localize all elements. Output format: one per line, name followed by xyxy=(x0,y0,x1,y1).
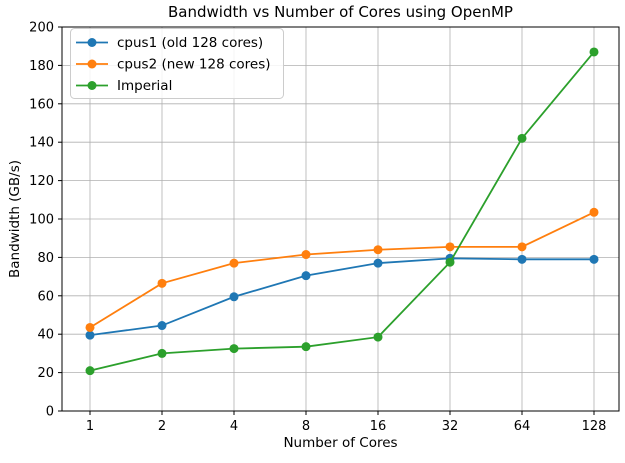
data-point xyxy=(301,250,311,260)
data-point xyxy=(157,321,167,331)
y-tick-label: 80 xyxy=(37,251,54,266)
data-point xyxy=(85,330,95,340)
x-tick-label: 2 xyxy=(158,419,166,434)
y-tick-label: 100 xyxy=(29,213,54,228)
data-point xyxy=(373,245,383,255)
data-point xyxy=(301,271,311,281)
x-axis-label: Number of Cores xyxy=(283,435,398,451)
data-point xyxy=(589,207,599,217)
y-tick-label: 180 xyxy=(29,59,54,74)
data-point xyxy=(517,242,527,252)
x-tick-label: 64 xyxy=(514,419,531,434)
legend-marker xyxy=(87,59,97,69)
x-tick-label: 128 xyxy=(582,419,607,434)
data-point xyxy=(445,257,455,267)
x-tick-label: 4 xyxy=(230,419,238,434)
y-tick-label: 60 xyxy=(37,289,54,304)
data-point xyxy=(373,258,383,268)
legend: cpus1 (old 128 cores) cpus2 (new 128 core… xyxy=(70,28,284,99)
y-tick-label: 0 xyxy=(46,405,54,420)
data-point xyxy=(229,292,239,302)
data-point xyxy=(445,242,455,252)
y-axis-label: Bandwidth (GB/s) xyxy=(7,160,23,278)
legend-marker xyxy=(87,81,97,90)
chart-title: Bandwidth vs Number of Cores using OpenM… xyxy=(168,3,513,21)
data-point xyxy=(589,47,599,57)
x-tick-label: 16 xyxy=(370,419,387,434)
data-point xyxy=(85,322,95,332)
legend-label: Imperial xyxy=(117,78,172,94)
series-cpus2 xyxy=(85,207,599,332)
x-tick-label: 1 xyxy=(86,419,94,434)
data-point xyxy=(517,133,527,143)
series-line xyxy=(89,51,595,372)
series-line xyxy=(89,211,595,329)
y-tick-label: 140 xyxy=(29,136,54,151)
data-point xyxy=(229,258,239,268)
legend-marker xyxy=(87,38,97,47)
y-tick-label: 40 xyxy=(37,328,54,343)
y-tick-label: 160 xyxy=(29,97,54,112)
y-tick-label: 200 xyxy=(29,21,54,36)
data-point xyxy=(301,342,311,352)
x-tick-label: 32 xyxy=(442,419,459,434)
legend-label: cpus1 (old 128 cores) xyxy=(117,35,263,51)
y-tick-label: 120 xyxy=(29,174,54,189)
series-Imperial xyxy=(85,47,599,376)
data-point xyxy=(229,344,239,354)
data-point xyxy=(85,366,95,376)
data-point xyxy=(589,254,599,264)
data-point xyxy=(157,278,167,288)
y-tick-label: 20 xyxy=(37,366,54,381)
axes: 0 20 40 60 80 100 120 140 160 180 200 1 2 4 8 16 32 64 128 xyxy=(29,21,620,434)
data-point xyxy=(373,332,383,342)
x-tick-label: 8 xyxy=(302,419,310,434)
series-line xyxy=(89,257,594,337)
series-cpus1 xyxy=(85,253,599,340)
data-point xyxy=(157,348,167,358)
data-point xyxy=(517,254,527,264)
legend-label: cpus2 (new 128 cores) xyxy=(117,57,271,73)
